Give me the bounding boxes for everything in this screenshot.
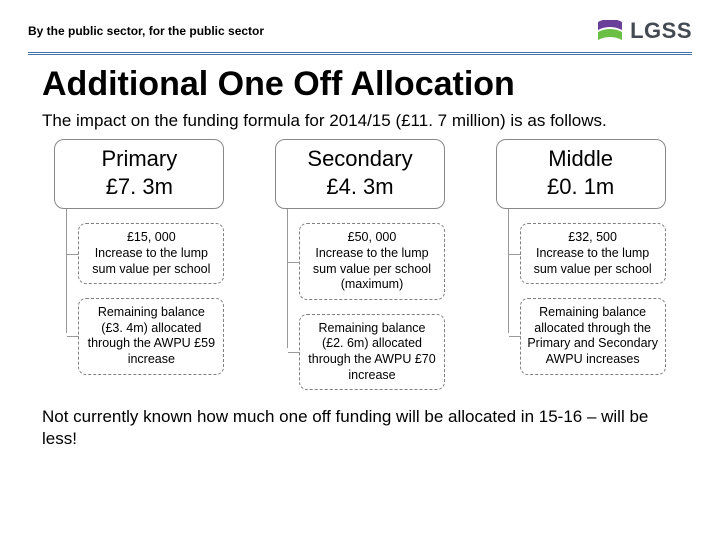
- tree-node: £15, 000 Increase to the lump sum value …: [78, 223, 224, 284]
- columns: Primary £7. 3m £15, 000 Increase to the …: [28, 139, 692, 390]
- tree: £32, 500 Increase to the lump sum value …: [496, 209, 666, 374]
- column-header: Primary £7. 3m: [54, 139, 224, 209]
- tree-connector: [66, 209, 67, 332]
- column-amount: £0. 1m: [501, 174, 661, 200]
- logo-text: LGSS: [630, 18, 692, 44]
- slide: By the public sector, for the public sec…: [0, 0, 720, 540]
- tree-node: Remaining balance (£3. 4m) allocated thr…: [78, 298, 224, 375]
- header: By the public sector, for the public sec…: [28, 18, 692, 50]
- tree-node: £32, 500 Increase to the lump sum value …: [520, 223, 666, 284]
- tree-connector: [287, 209, 288, 348]
- tree-node: Remaining balance (£2. 6m) allocated thr…: [299, 314, 445, 391]
- node-top: £32, 500: [527, 230, 659, 246]
- tree-connector: [508, 209, 509, 332]
- node-body: Remaining balance (£2. 6m) allocated thr…: [308, 321, 435, 382]
- tree: £15, 000 Increase to the lump sum value …: [54, 209, 224, 374]
- column-primary: Primary £7. 3m £15, 000 Increase to the …: [34, 139, 244, 390]
- column-middle: Middle £0. 1m £32, 500 Increase to the l…: [476, 139, 686, 390]
- column-name: Primary: [59, 146, 219, 172]
- column-name: Middle: [501, 146, 661, 172]
- tree-node: £50, 000 Increase to the lump sum value …: [299, 223, 445, 300]
- tagline: By the public sector, for the public sec…: [28, 24, 264, 38]
- tree-node: Remaining balance allocated through the …: [520, 298, 666, 375]
- node-top: £15, 000: [85, 230, 217, 246]
- node-body: Remaining balance (£3. 4m) allocated thr…: [88, 305, 215, 366]
- header-rule: [28, 52, 692, 55]
- column-amount: £7. 3m: [59, 174, 219, 200]
- tree: £50, 000 Increase to the lump sum value …: [275, 209, 445, 390]
- node-top: £50, 000: [306, 230, 438, 246]
- lgss-logo-icon: [596, 20, 624, 42]
- intro-text: The impact on the funding formula for 20…: [42, 110, 692, 131]
- column-name: Secondary: [280, 146, 440, 172]
- column-header: Secondary £4. 3m: [275, 139, 445, 209]
- footnote: Not currently known how much one off fun…: [42, 406, 678, 450]
- column-secondary: Secondary £4. 3m £50, 000 Increase to th…: [255, 139, 465, 390]
- column-amount: £4. 3m: [280, 174, 440, 200]
- logo: LGSS: [596, 18, 692, 44]
- node-body: Increase to the lump sum value per schoo…: [92, 246, 210, 276]
- column-header: Middle £0. 1m: [496, 139, 666, 209]
- node-body: Remaining balance allocated through the …: [527, 305, 658, 366]
- node-body: Increase to the lump sum value per schoo…: [534, 246, 652, 276]
- page-title: Additional One Off Allocation: [42, 65, 692, 104]
- node-body: Increase to the lump sum value per schoo…: [313, 246, 431, 291]
